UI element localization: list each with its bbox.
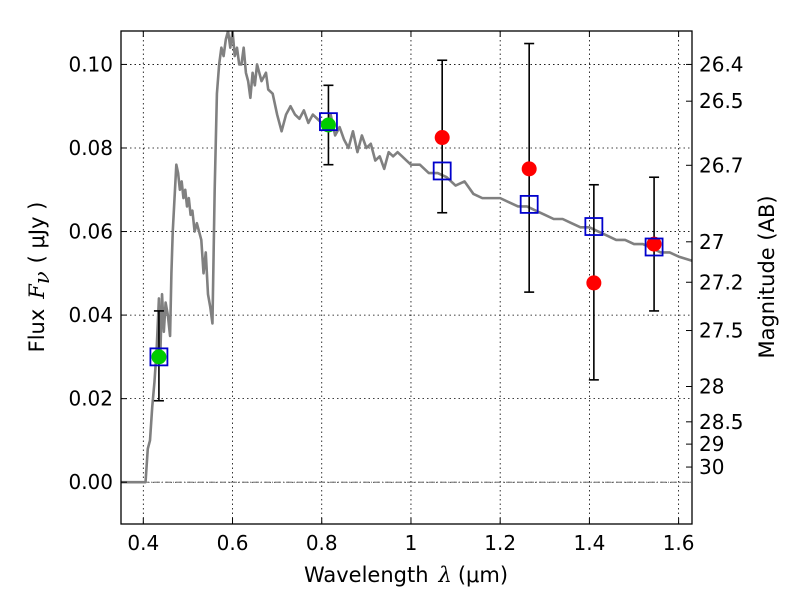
y-tick-label: 0.04: [68, 303, 113, 327]
magnitude-tick-label: 29: [699, 432, 724, 456]
x-tick-label: 1.2: [484, 531, 516, 555]
error-bars: [153, 42, 660, 402]
y-tick-label: 0.08: [68, 136, 113, 160]
y-axis-label: FluxFν( μJy ): [25, 202, 54, 353]
model-sed: [121, 31, 692, 484]
data-points: [149, 112, 664, 367]
model-photometry-square: [432, 161, 452, 181]
y-tick-label: 0.06: [68, 220, 113, 244]
magnitude-tick-label: 26.5: [699, 89, 744, 113]
magnitude-tick-label: 26.7: [699, 153, 744, 177]
magnitude-tick-label: 28: [699, 375, 724, 399]
model-sed-line: [121, 31, 692, 484]
magnitude-tick-label: 26.4: [699, 52, 744, 76]
model-photometry-square: [519, 194, 539, 214]
x-tick-label: 1: [405, 531, 418, 555]
x-tick-label: 1.4: [573, 531, 605, 555]
x-axis-label: Wavelength λ (μm): [304, 563, 508, 587]
model-photometry-square: [584, 217, 604, 236]
model-photometry-square: [149, 347, 169, 367]
plot-frame: [120, 30, 693, 525]
x-tick-label: 1.6: [663, 531, 695, 555]
magnitude-tick-label: 27: [699, 230, 724, 254]
magnitude-tick-label: 28.5: [699, 410, 744, 434]
magnitude-tick-label: 27.2: [699, 270, 744, 294]
nir-detection-point: [521, 161, 537, 177]
axis-labels: Wavelength λ (μm) FluxFν( μJy ) Magnitude …: [25, 195, 779, 587]
ticks: 0.4 0.6 0.8 1 1.2 1.4 1.6 0.00 0.02 0.04 0.06 0.08 0…: [68, 31, 744, 555]
nir-detection-point: [586, 275, 602, 291]
magnitude-axis-label: Magnitude (AB): [755, 195, 779, 358]
nir-detection-point: [646, 236, 662, 252]
nir-detection-point: [434, 130, 450, 146]
axes-frame: [120, 30, 693, 525]
x-tick-label: 0.8: [306, 531, 338, 555]
model-photometry-square: [319, 112, 338, 132]
y-tick-label: 0.02: [68, 387, 113, 411]
optical-detection-point: [320, 117, 336, 133]
model-photometry-square: [644, 237, 664, 257]
magnitude-tick-label: 27.5: [699, 319, 744, 343]
y-tick-label: 0.10: [68, 52, 113, 76]
optical-detection-point: [151, 349, 167, 365]
x-tick-label: 0.4: [127, 531, 159, 555]
x-tick-label: 0.6: [217, 531, 249, 555]
magnitude-tick-label: 30: [699, 455, 724, 479]
y-tick-label: 0.00: [68, 470, 113, 494]
